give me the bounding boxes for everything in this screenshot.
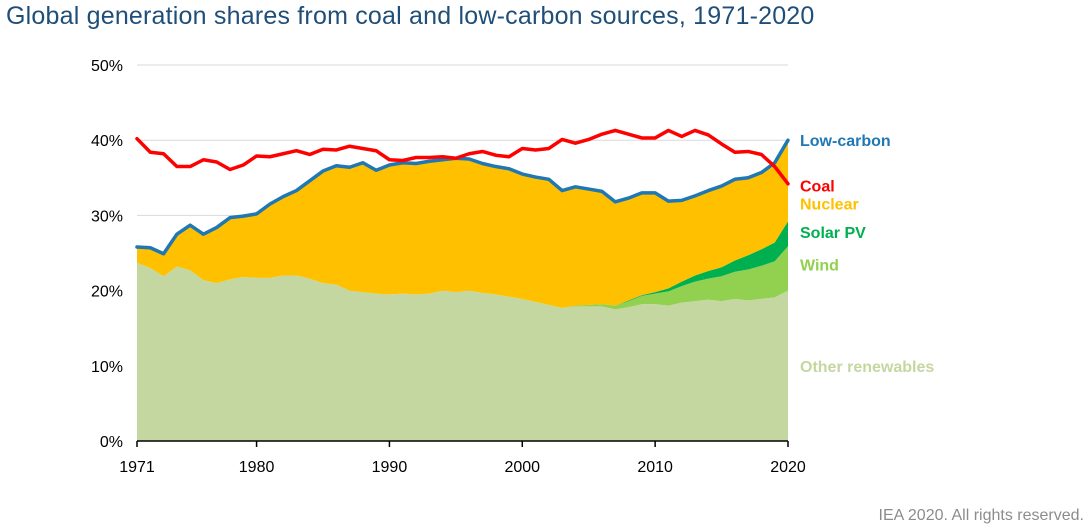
stacked-areas: [137, 140, 788, 441]
series-label-nuclear: Nuclear: [800, 196, 859, 213]
y-tick-label: 30%: [91, 208, 123, 225]
y-tick-label: 10%: [91, 359, 123, 376]
line-coal: [135, 128, 790, 186]
x-tick-label: 1971: [119, 459, 155, 476]
x-tick-label: 1990: [372, 459, 408, 476]
chart-title: Global generation shares from coal and l…: [6, 2, 815, 30]
series-label-wind: Wind: [800, 257, 839, 274]
series-label-solar-pv: Solar PV: [800, 225, 866, 242]
area-nuclear: [137, 140, 788, 308]
series-lines: [135, 128, 790, 256]
y-tick-label: 40%: [91, 133, 123, 150]
y-tick-label: 20%: [91, 284, 123, 301]
series-label-coal: Coal: [800, 178, 835, 195]
x-tick-label: 2020: [770, 459, 806, 476]
axes: 0% 10% 20% 30% 40% 50% 1971 1980 1990 2000 2010 202…: [91, 58, 806, 476]
area-other-renewables: [137, 262, 788, 441]
copyright-credit: IEA 2020. All rights reserved.: [878, 507, 1084, 524]
x-tick-label: 2000: [504, 459, 540, 476]
series-label-low-carbon: Low-carbon: [800, 133, 891, 150]
series-label-other-renewables: Other renewables: [800, 359, 934, 376]
x-tick-label: 2010: [637, 459, 673, 476]
x-tick-label: 1980: [239, 459, 275, 476]
y-tick-label: 0%: [100, 434, 123, 451]
line-low-carbon: [135, 138, 790, 256]
y-tick-label: 50%: [91, 58, 123, 75]
